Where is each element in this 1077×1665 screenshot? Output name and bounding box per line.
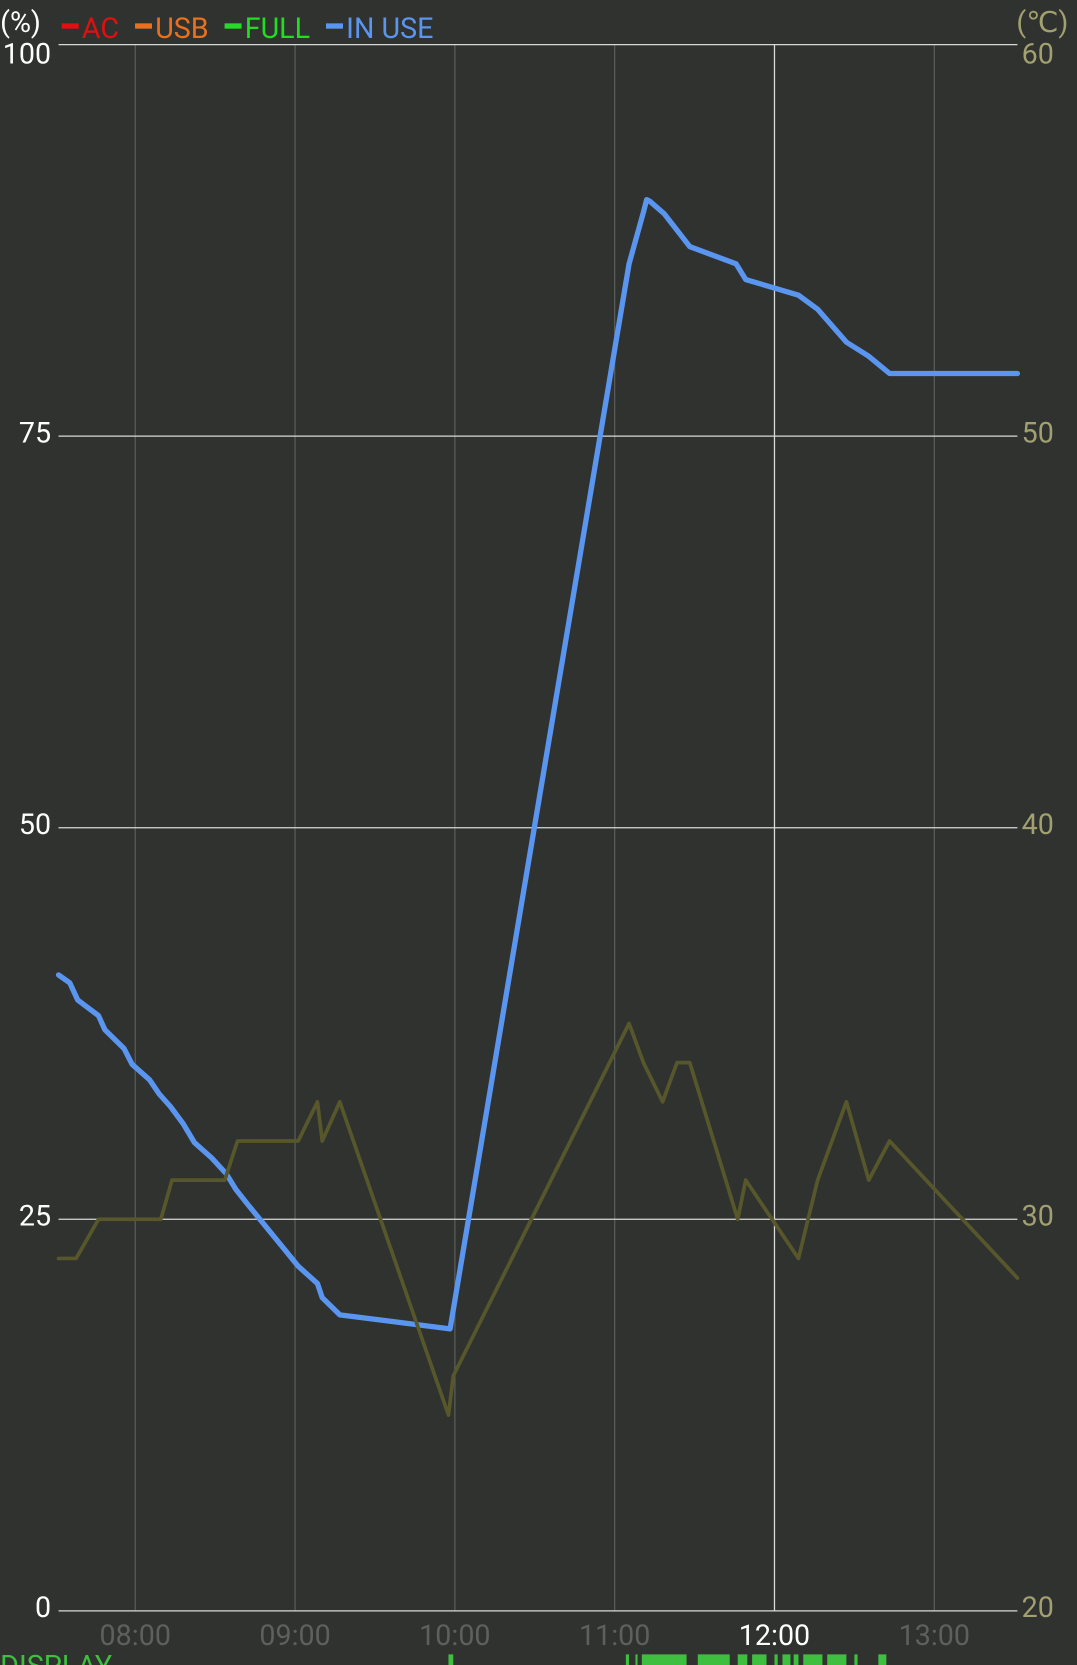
display-on — [782, 1654, 791, 1665]
y2-tick-label: 30 — [1022, 1199, 1054, 1233]
legend-label: FULL — [245, 11, 310, 45]
y-tick-label: 100 — [3, 37, 51, 71]
y-axis-label: (%) — [0, 5, 41, 39]
display-on — [803, 1654, 823, 1665]
y2-tick-label: 50 — [1022, 416, 1054, 450]
y-tick-label: 25 — [19, 1199, 51, 1233]
display-on — [827, 1654, 847, 1665]
y-tick-label: 50 — [19, 807, 51, 841]
legend-swatch — [325, 23, 343, 29]
display-on — [854, 1654, 858, 1665]
battery-line — [55, 197, 1021, 1332]
temperature-line — [56, 1021, 1020, 1417]
display-on — [635, 1654, 638, 1665]
display-on — [448, 1654, 454, 1665]
display-on — [774, 1654, 778, 1665]
display-on — [737, 1654, 748, 1665]
x-tick-label: 08:00 — [100, 1618, 171, 1652]
legend-swatch — [135, 23, 153, 29]
display-label: DISPLAY — [0, 1649, 112, 1665]
display-on — [641, 1654, 687, 1665]
x-tick-label: 11:00 — [579, 1618, 650, 1652]
legend-label: USB — [155, 11, 208, 45]
legend-label: AC — [82, 11, 119, 45]
display-on — [625, 1654, 630, 1665]
y-tick-label: 75 — [19, 416, 51, 450]
display-on — [697, 1654, 730, 1665]
x-tick-label: 12:00 — [739, 1618, 810, 1652]
legend-swatch — [61, 23, 79, 29]
display-on — [793, 1654, 799, 1665]
x-tick-label: 13:00 — [899, 1618, 970, 1652]
y2-tick-label: 20 — [1022, 1590, 1054, 1624]
legend-swatch — [224, 23, 242, 29]
y-tick-label: 0 — [35, 1590, 51, 1624]
y2-tick-label: 40 — [1022, 807, 1054, 841]
x-tick-label: 09:00 — [259, 1618, 330, 1652]
display-on — [752, 1654, 767, 1665]
legend-label: IN USE — [346, 11, 433, 45]
x-tick-label: 10:00 — [419, 1618, 490, 1652]
y2-tick-label: 60 — [1022, 37, 1054, 71]
display-on — [878, 1654, 887, 1665]
y2-axis-label: (℃) — [1016, 5, 1068, 39]
